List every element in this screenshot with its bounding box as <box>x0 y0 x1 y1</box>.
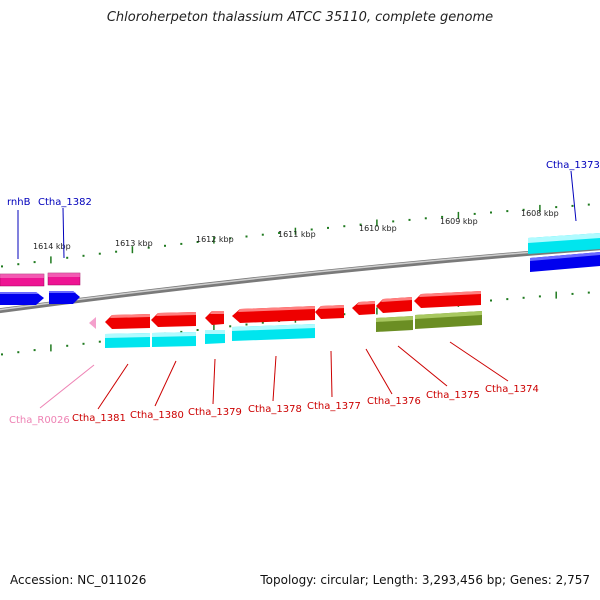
label-ctha-1377[interactable]: Ctha_1377 <box>307 401 361 412</box>
leader-ctha-1381 <box>97 363 129 410</box>
scale-label-1612: 1612 kbp <box>196 235 234 244</box>
leader-ctha-1374 <box>449 341 509 382</box>
scale-label-1609: 1609 kbp <box>440 217 478 226</box>
label-ctha-1379[interactable]: Ctha_1379 <box>188 407 242 418</box>
label-ctha-r0026[interactable]: Ctha_R0026 <box>9 415 70 426</box>
genome-summary-text: Topology: circular; Length: 3,293,456 bp… <box>260 573 590 587</box>
label-ctha-1376[interactable]: Ctha_1376 <box>367 396 421 407</box>
label-ctha-1374[interactable]: Ctha_1374 <box>485 384 539 395</box>
label-ctha-1378[interactable]: Ctha_1378 <box>248 404 302 415</box>
cds-ctha-1379[interactable] <box>205 311 224 325</box>
gene-rnhb-magenta[interactable] <box>0 273 45 287</box>
scale-label-1608: 1608 kbp <box>521 209 559 218</box>
label-ctha-1373[interactable]: Ctha_1373 <box>546 160 600 171</box>
cds-ctha-1382[interactable] <box>49 291 80 304</box>
leader-ctha-1382 <box>62 207 65 259</box>
leader-ctha-1373 <box>570 170 577 222</box>
leader-ctha-r0026 <box>39 364 95 409</box>
label-ctha-1381[interactable]: Ctha_1381 <box>72 413 126 424</box>
leader-ctha-1380 <box>154 360 177 407</box>
accession-text: Accession: NC_011026 <box>10 573 147 587</box>
leader-ctha-1375 <box>397 345 448 387</box>
cds-rnhb[interactable] <box>0 292 44 305</box>
scale-label-1610: 1610 kbp <box>359 224 397 233</box>
label-rnhb[interactable]: rnhB <box>7 197 31 208</box>
leader-ctha-1379 <box>212 358 216 405</box>
label-ctha-1382[interactable]: Ctha_1382 <box>38 197 92 208</box>
scale-label-1614: 1614 kbp <box>33 242 71 251</box>
scale-label-1611: 1611 kbp <box>278 230 316 239</box>
label-ctha-1380[interactable]: Ctha_1380 <box>130 410 184 421</box>
map-title: Chloroherpeton thalassium ATCC 35110, co… <box>106 10 494 25</box>
label-ctha-1375[interactable]: Ctha_1375 <box>426 390 480 401</box>
leader-ctha-1378 <box>272 355 277 402</box>
gene-ctha-1382-magenta[interactable] <box>47 272 81 286</box>
leader-ctha-1377 <box>330 350 333 398</box>
scale-label-1613: 1613 kbp <box>115 239 153 248</box>
scale-ticks-upper <box>1 203 590 268</box>
leader-ctha-1376 <box>365 348 393 395</box>
rna-ctha-r0026[interactable] <box>89 317 96 329</box>
genome-backbone <box>0 245 600 314</box>
